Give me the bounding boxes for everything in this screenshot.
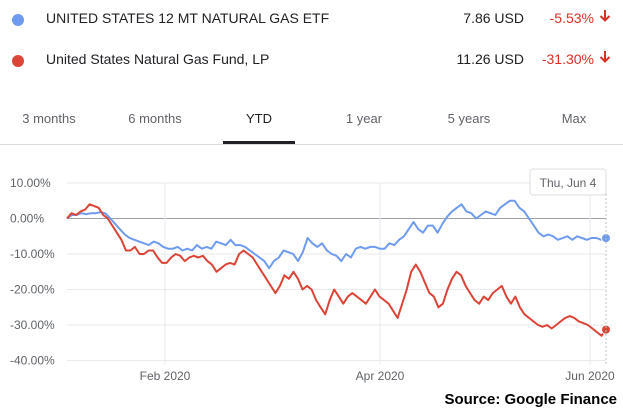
source-caption: Source: Google Finance bbox=[444, 391, 617, 408]
y-tick-label: -10.00% bbox=[10, 247, 55, 261]
series-line-0 bbox=[66, 199, 607, 270]
legend-row-etf[interactable]: UNITED STATES 12 MT NATURAL GAS ETF 7.86… bbox=[0, 4, 623, 34]
tab-ytd[interactable]: YTD bbox=[246, 111, 272, 126]
series-line-1 bbox=[66, 203, 607, 337]
x-tick-label: Feb 2020 bbox=[140, 369, 191, 383]
series-price: 11.26 USD bbox=[456, 51, 524, 67]
tab-6-months[interactable]: 6 months bbox=[128, 111, 182, 126]
active-tab-indicator bbox=[223, 141, 295, 144]
down-arrow-icon bbox=[599, 10, 611, 22]
tab-max[interactable]: Max bbox=[561, 111, 587, 126]
y-tick-label: -30.00% bbox=[10, 318, 55, 332]
series-color-dot bbox=[12, 55, 24, 67]
tooltip-box bbox=[529, 168, 607, 196]
series-color-dot bbox=[12, 14, 24, 26]
y-tick-label: -40.00% bbox=[10, 354, 55, 368]
y-tick-label: 10.00% bbox=[10, 176, 51, 190]
down-arrow-icon bbox=[599, 51, 611, 63]
line-chart[interactable]: 10.00%0.00%-10.00%-20.00%-30.00%-40.00% … bbox=[0, 150, 623, 412]
time-range-tabs: 3 months 6 months YTD 1 year 5 years Max bbox=[0, 100, 623, 145]
tab-1-year[interactable]: 1 year bbox=[345, 111, 383, 126]
y-tick-label: -20.00% bbox=[10, 283, 55, 297]
series-change: -5.53% bbox=[549, 10, 594, 26]
x-tick-label: Jun 2020 bbox=[565, 369, 615, 383]
x-tick-label: Apr 2020 bbox=[356, 369, 405, 383]
series-price: 7.86 USD bbox=[463, 10, 524, 26]
y-tick-label: 0.00% bbox=[10, 212, 44, 226]
tab-3-months[interactable]: 3 months bbox=[22, 111, 76, 126]
legend-row-fund[interactable]: United States Natural Gas Fund, LP 11.26… bbox=[0, 45, 623, 75]
tooltip-date: Thu, Jun 4 bbox=[540, 176, 597, 190]
series-change: -31.30% bbox=[541, 51, 594, 67]
series-name: UNITED STATES 12 MT NATURAL GAS ETF bbox=[46, 10, 330, 26]
series-name: United States Natural Gas Fund, LP bbox=[46, 51, 270, 67]
tab-5-years[interactable]: 5 years bbox=[447, 111, 491, 126]
